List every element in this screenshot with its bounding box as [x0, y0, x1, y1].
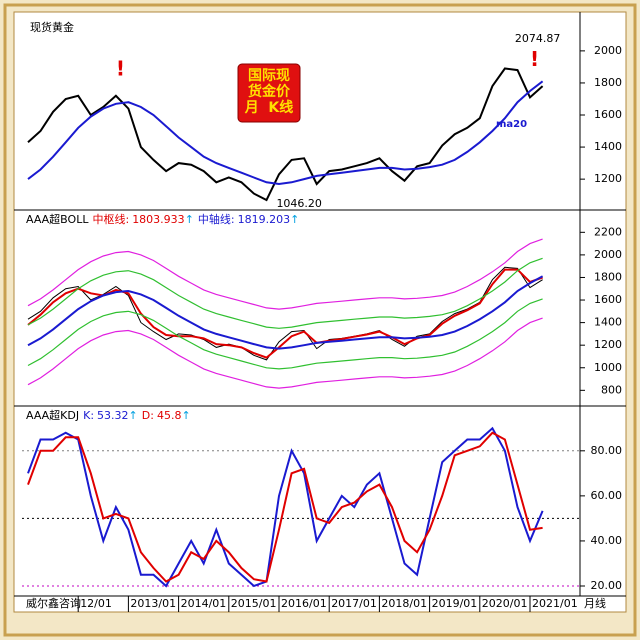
legend-value: 53.32: [97, 409, 129, 422]
plot-background: [13, 11, 627, 613]
x-tick-label: 12/01: [80, 597, 112, 610]
x-tick-label: 2020/01: [482, 597, 528, 610]
y-tick-label: 1400: [594, 316, 622, 329]
badge-text: 国际现: [248, 68, 290, 84]
legend-name: 中轴线:: [198, 212, 235, 226]
y-tick-label: 1200: [594, 338, 622, 351]
panel-title: AAA超KDJ: [26, 408, 79, 422]
legend-arrow: ↑: [290, 213, 299, 226]
series-line: [27, 257, 543, 329]
x-tick-label: 2016/01: [281, 597, 327, 610]
x-tick-label: 2017/01: [331, 597, 377, 610]
x-tick-label: 2013/01: [130, 597, 176, 610]
y-tick-label: 60.00: [591, 489, 623, 502]
series-line: [27, 266, 543, 361]
legend-value: 45.8: [157, 409, 182, 422]
legend-arrow: ↑: [129, 409, 138, 422]
legend-value: 1819.203: [238, 213, 291, 226]
chart-title: 现货黄金: [30, 20, 74, 34]
annotation: !: [116, 57, 125, 81]
y-tick-label: 800: [601, 383, 622, 396]
y-tick-label: 20.00: [591, 579, 623, 592]
legend-name: 中枢线:: [92, 212, 129, 226]
legend-value: 1803.933: [132, 213, 185, 226]
series-line: [27, 275, 544, 350]
frame-border: [3, 3, 637, 637]
badge: [237, 63, 301, 123]
y-tick-label: 40.00: [591, 534, 623, 547]
y-tick-label: 1000: [594, 361, 622, 374]
series-line: [27, 317, 543, 389]
y-tick-label: 1800: [594, 270, 622, 283]
series-label: ma20: [496, 119, 527, 130]
series-line: [27, 80, 544, 186]
x-tick-label: 2015/01: [231, 597, 277, 610]
series-line: [27, 426, 544, 588]
badge-text: 月 K线: [244, 99, 294, 116]
y-tick-label: 2000: [594, 248, 622, 261]
panel-title: AAA超BOLL: [26, 212, 89, 226]
y-tick-label: 1400: [594, 140, 622, 153]
series-line: [27, 238, 543, 310]
y-tick-label: 1600: [594, 108, 622, 121]
series-line: [27, 268, 543, 359]
footer-left: 威尔鑫咨询: [26, 596, 81, 610]
series-line: [27, 431, 543, 583]
legend-name: D:: [142, 409, 154, 422]
x-tick-label: 2019/01: [432, 597, 478, 610]
y-tick-label: 2200: [594, 225, 622, 238]
x-tick-label: 2018/01: [381, 597, 427, 610]
legend-arrow: ↑: [185, 213, 194, 226]
annotation: !: [530, 47, 539, 71]
y-tick-label: 80.00: [591, 444, 623, 457]
y-tick-label: 1600: [594, 293, 622, 306]
legend-arrow: ↑: [181, 409, 190, 422]
x-tick-label: 2021/01: [532, 597, 578, 610]
y-tick-label: 1800: [594, 76, 622, 89]
annotation: 1046.20: [276, 197, 322, 210]
series-line: [27, 67, 544, 202]
legend-name: K:: [83, 409, 94, 422]
panel-header: AAA超KDJ K: 53.32↑ D: 45.8↑: [26, 408, 191, 422]
y-tick-label: 2000: [594, 44, 622, 57]
annotation: 2074.87: [515, 32, 561, 45]
footer-right: 月线: [584, 596, 606, 610]
x-tick-label: 2014/01: [181, 597, 227, 610]
badge-text: 货金价: [247, 83, 291, 100]
y-tick-label: 1200: [594, 172, 622, 185]
panel-header: AAA超BOLL 中枢线: 1803.933↑ 中轴线: 1819.203↑: [26, 212, 299, 226]
series-line: [27, 298, 543, 370]
